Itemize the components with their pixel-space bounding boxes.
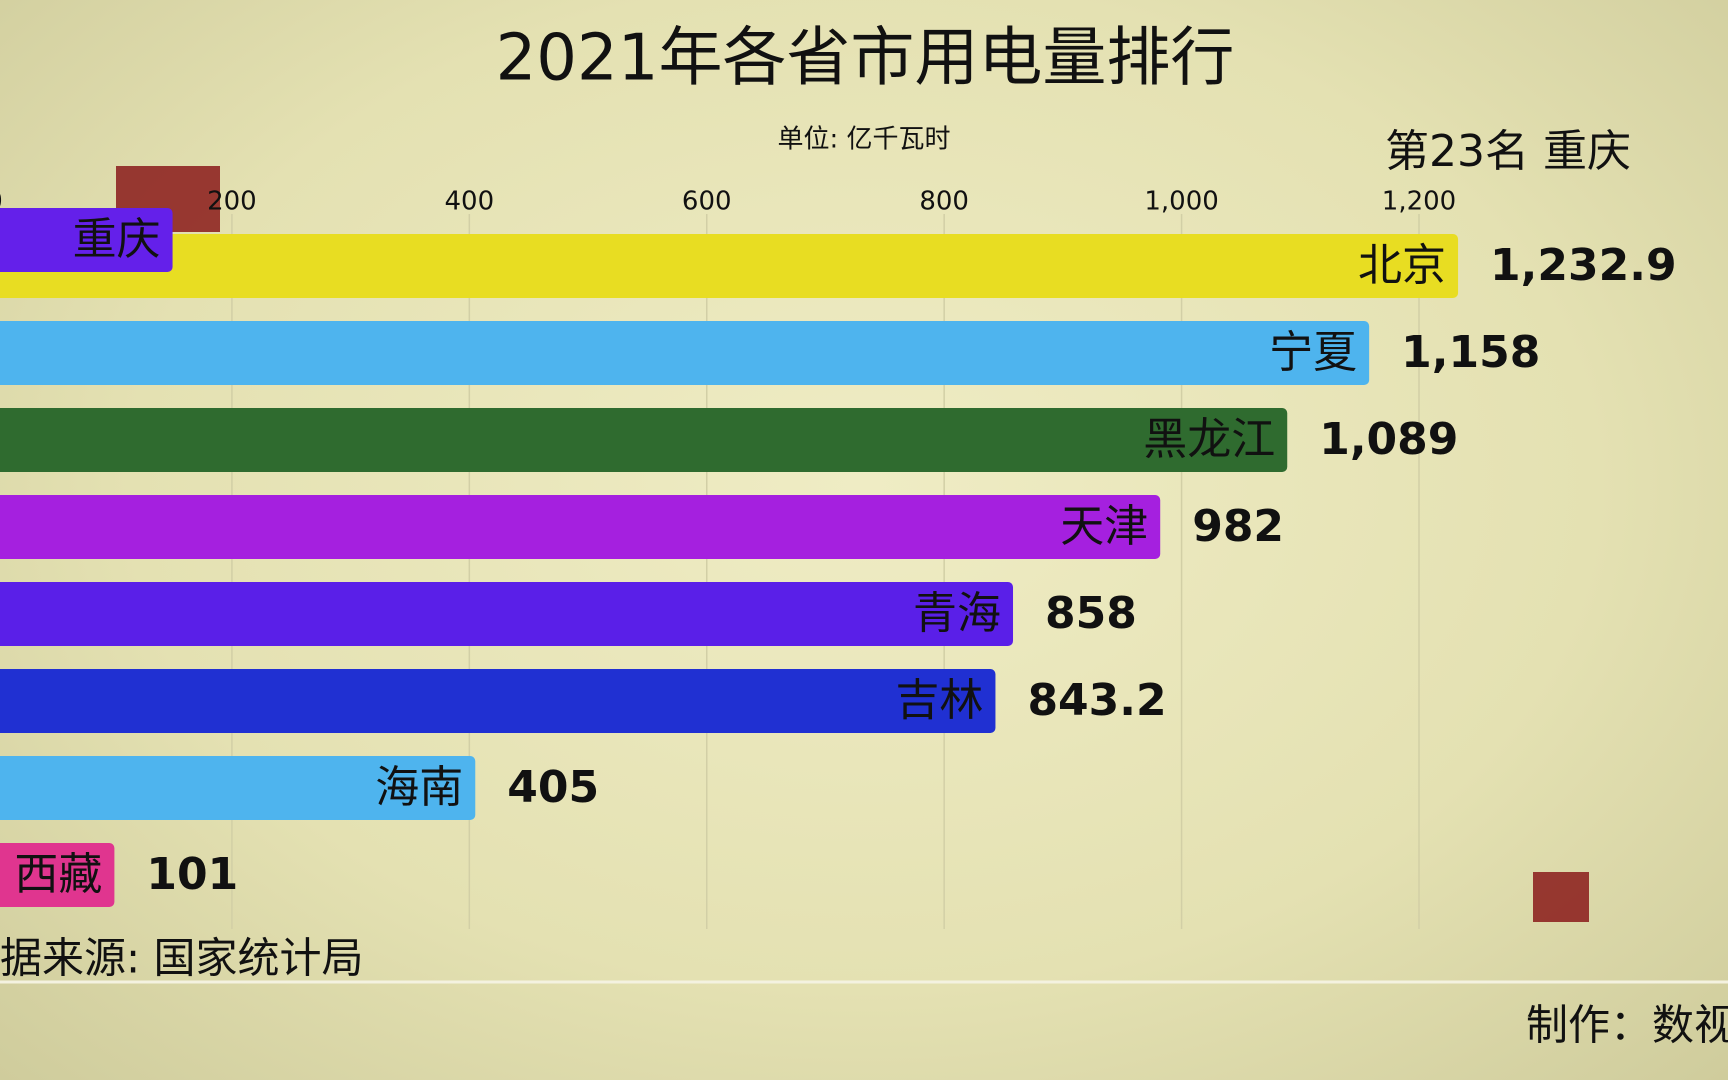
category-label: 北京 — [1358, 240, 1446, 291]
bar — [0, 843, 115, 907]
chart-title: 2021年各省市用电量排行 — [496, 22, 1235, 96]
credit: 制作：数视 — [1526, 1001, 1728, 1050]
chart-subtitle: 单位: 亿千瓦时 — [777, 125, 950, 155]
value-label: 1,089 — [1319, 414, 1458, 465]
bar — [0, 669, 996, 733]
value-label: 1,158 — [1401, 327, 1540, 378]
bar — [0, 582, 1014, 646]
bar — [0, 208, 173, 272]
category-label: 青海 — [913, 588, 1001, 639]
x-tick-label: 1,000 — [1144, 187, 1218, 217]
bar — [0, 321, 1370, 385]
bar — [0, 495, 1161, 559]
bar — [0, 234, 1459, 298]
x-tick-label: 200 — [207, 187, 257, 217]
x-tick-label: 400 — [445, 187, 495, 217]
category-label: 西藏 — [14, 849, 102, 900]
category-label: 海南 — [375, 762, 463, 813]
plot: 0 200 400 600 800 1,000 1,200 西藏 101 海南 405 吉林 843.2… — [0, 187, 1677, 929]
bar — [0, 756, 476, 820]
value-label: 843.2 — [1027, 675, 1166, 726]
x-tick-label: 800 — [919, 187, 969, 217]
value-label: 1,232.9 — [1490, 240, 1677, 291]
logo-seal — [1533, 872, 1589, 922]
x-tick-label: 600 — [682, 187, 732, 217]
rank-label: 第23名 重庆 — [1385, 126, 1631, 177]
value-label: 405 — [507, 762, 599, 813]
source-note: 据来源: 国家统计局 — [0, 934, 364, 983]
value-label: 982 — [1192, 501, 1284, 552]
category-label: 天津 — [1060, 501, 1148, 552]
category-label: 重庆 — [73, 214, 161, 265]
category-label: 黑龙江 — [1143, 414, 1275, 465]
x-tick-label: 1,200 — [1382, 187, 1456, 217]
category-label: 宁夏 — [1269, 327, 1357, 378]
x-tick-label: 0 — [0, 187, 3, 217]
bar — [0, 408, 1288, 472]
value-label: 858 — [1045, 588, 1137, 639]
value-label: 101 — [146, 849, 238, 900]
category-label: 吉林 — [895, 675, 983, 726]
